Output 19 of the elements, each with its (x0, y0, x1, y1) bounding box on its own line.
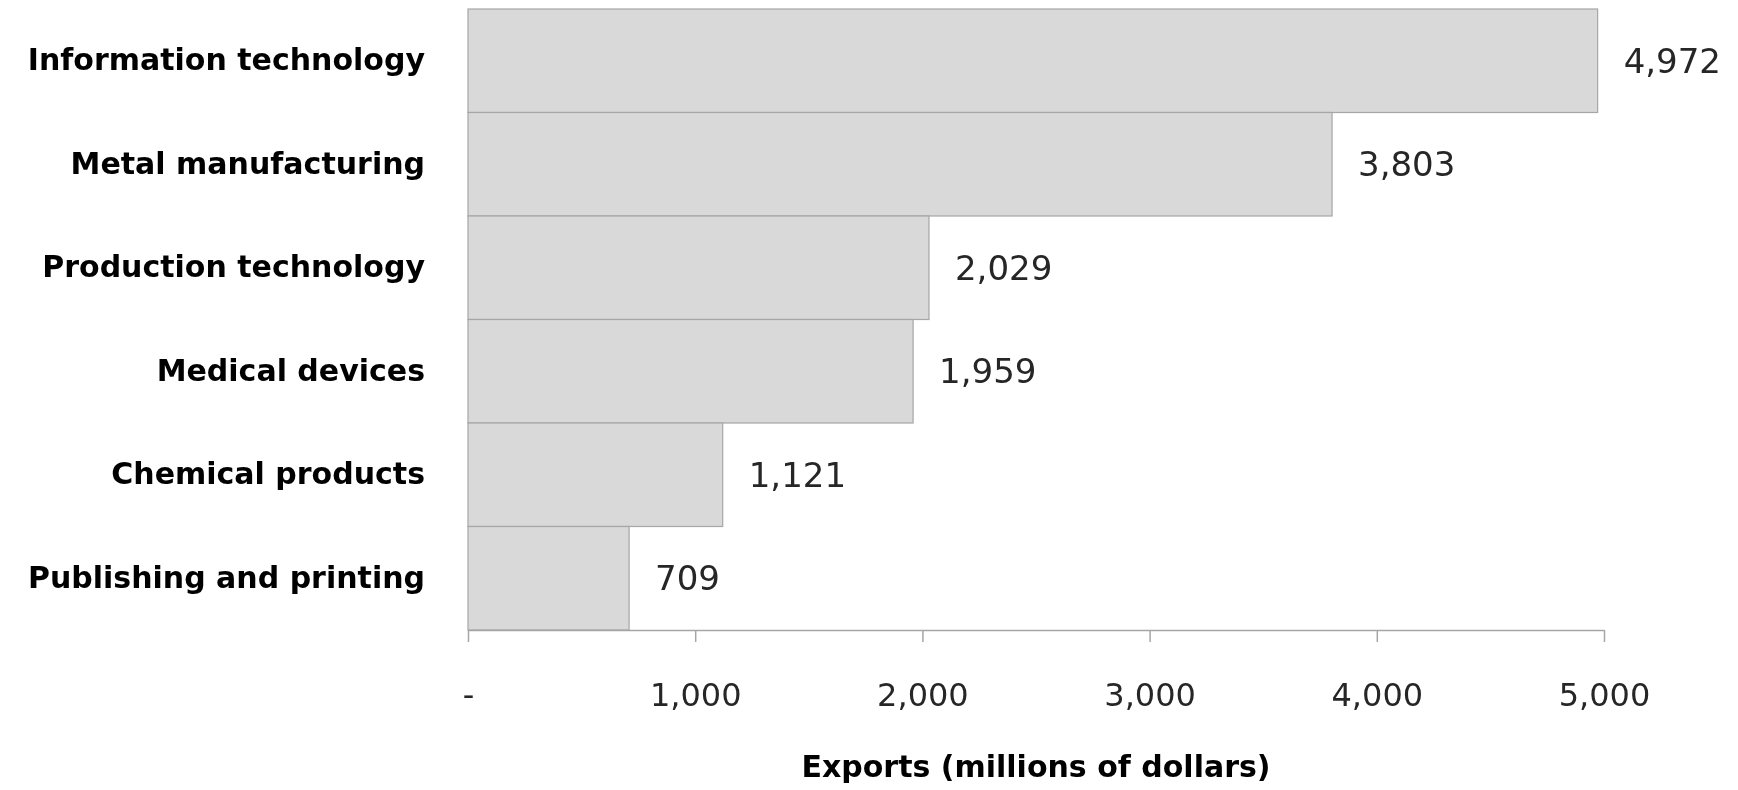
x-axis-title: Exports (millions of dollars) (801, 749, 1271, 784)
y-tick-label: Medical devices (156, 352, 425, 388)
y-tick-label: Production technology (42, 249, 426, 285)
data-label: 4,972 (1623, 40, 1721, 81)
data-label: 2,029 (954, 247, 1053, 288)
x-tick-label: 2,000 (877, 675, 969, 714)
y-tick-label: Publishing and printing (27, 559, 425, 595)
data-label: 1,959 (939, 351, 1037, 392)
x-tick-label: 3,000 (1104, 675, 1196, 714)
x-tick-label: - (462, 675, 475, 714)
y-tick-label: Information technology (27, 42, 426, 78)
x-tick-label: 1,000 (649, 675, 742, 714)
y-tick-label: Chemical products (111, 456, 425, 492)
y-tick-label: Metal manufacturing (70, 145, 425, 181)
data-label: 709 (655, 558, 720, 599)
data-label: 1,121 (748, 454, 847, 495)
x-tick-label: 4,000 (1331, 675, 1424, 714)
data-label: 3,803 (1358, 144, 1456, 185)
x-tick-label: 5,000 (1558, 675, 1651, 714)
